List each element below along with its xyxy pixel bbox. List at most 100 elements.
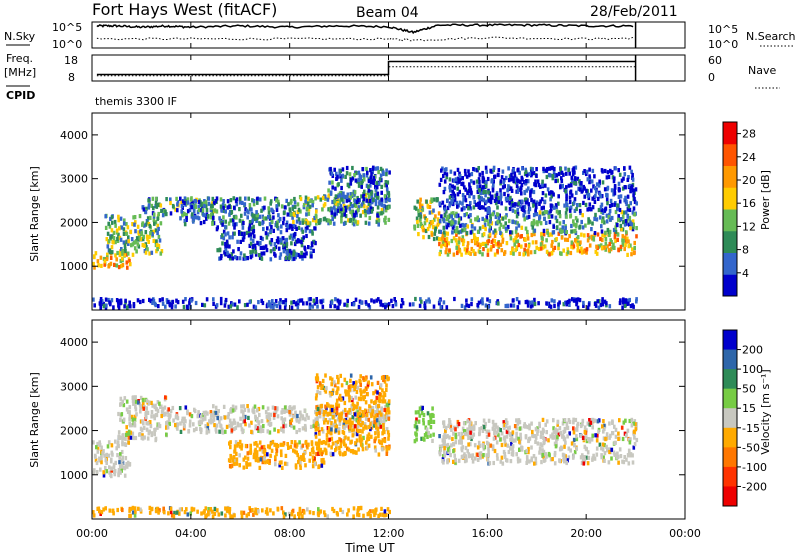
heat-cell	[491, 185, 495, 190]
heat-cell	[221, 203, 225, 208]
heat-cell	[243, 231, 246, 236]
heat-cell	[126, 305, 129, 310]
heat-cell	[336, 298, 340, 303]
heat-cell	[371, 406, 375, 411]
heat-cell	[476, 457, 480, 462]
heat-cell	[422, 235, 425, 240]
heat-cell	[515, 418, 518, 423]
heat-cell	[445, 236, 449, 241]
heat-cell	[146, 410, 150, 415]
heat-cell	[360, 180, 364, 185]
heat-cell	[583, 233, 586, 238]
heat-cell	[441, 459, 444, 464]
heat-cell	[205, 430, 209, 435]
heat-cell	[576, 305, 580, 310]
heat-cell	[199, 414, 203, 419]
heat-cell	[453, 185, 456, 190]
heat-cell	[324, 418, 328, 423]
heat-cell	[493, 198, 497, 203]
heat-cell	[602, 419, 605, 424]
heat-cell	[530, 169, 533, 174]
heat-cell	[378, 177, 382, 182]
heat-cell	[305, 443, 309, 448]
heat-cell	[540, 197, 544, 202]
heat-cell	[243, 211, 247, 216]
heat-cell	[145, 406, 148, 411]
heat-cell	[117, 303, 120, 308]
heat-cell	[489, 213, 492, 218]
heat-cell	[186, 200, 190, 205]
heat-cell	[355, 389, 359, 394]
heat-cell	[546, 187, 550, 192]
heat-cell	[344, 443, 347, 448]
heat-cell	[358, 417, 362, 422]
heat-cell	[171, 299, 175, 304]
heat-cell	[505, 423, 508, 429]
heat-cell	[212, 414, 215, 419]
heat-cell	[527, 202, 531, 207]
heat-cell	[586, 461, 590, 466]
heat-cell	[581, 435, 585, 440]
heat-cell	[205, 216, 208, 221]
heat-cell	[149, 231, 152, 236]
heat-cell	[523, 190, 527, 196]
heat-cell	[579, 240, 582, 245]
heat-cell	[315, 393, 318, 398]
heat-cell	[555, 209, 559, 214]
heat-cell	[572, 229, 575, 234]
heat-cell	[516, 456, 520, 461]
heat-cell	[130, 237, 134, 242]
heat-cell	[450, 211, 453, 216]
heat-cell	[210, 215, 213, 220]
heat-cell	[330, 377, 334, 382]
heat-cell	[400, 304, 403, 309]
heat-cell	[298, 254, 302, 259]
heat-cell	[297, 207, 301, 212]
heat-cell	[443, 170, 447, 176]
heat-cell	[134, 229, 137, 234]
heat-cell	[553, 435, 556, 440]
heat-cell	[552, 192, 555, 197]
heat-cell	[507, 166, 510, 171]
heat-cell	[573, 176, 577, 181]
heat-cell	[517, 436, 520, 441]
heat-cell	[482, 198, 486, 203]
heat-cell	[625, 457, 628, 462]
heat-cell	[224, 209, 227, 214]
freq-series-1	[96, 66, 636, 77]
heat-cell	[228, 418, 232, 423]
heat-cell	[484, 189, 487, 194]
heat-cell	[293, 449, 297, 454]
heat-cell	[125, 399, 129, 404]
heat-cell	[217, 409, 220, 414]
heat-cell	[308, 204, 312, 209]
heat-cell	[116, 236, 119, 241]
heat-cell	[631, 172, 634, 178]
heat-cell	[190, 298, 193, 303]
heat-cell	[314, 432, 318, 437]
heat-cell	[375, 195, 379, 200]
heat-cell	[511, 247, 514, 253]
heat-cell	[150, 203, 154, 208]
heat-cell	[525, 173, 529, 178]
heat-cell	[317, 464, 321, 469]
heat-cell	[388, 170, 391, 175]
heat-cell	[536, 428, 540, 434]
heat-cell	[147, 239, 150, 244]
heat-cell	[565, 300, 569, 305]
heat-cell	[339, 174, 342, 179]
heat-cell	[532, 213, 536, 218]
heat-cell	[355, 432, 359, 437]
heat-cell	[273, 412, 276, 418]
heat-cell	[261, 221, 264, 226]
heat-cell	[505, 213, 508, 218]
heat-cell	[183, 510, 187, 515]
noise-right-tick-top: 10^5	[708, 23, 738, 36]
heat-cell	[429, 417, 432, 422]
heat-cell	[127, 435, 131, 440]
heat-cell	[626, 298, 629, 303]
heat-cell	[336, 439, 340, 445]
heat-cell	[326, 429, 330, 435]
heat-cell	[125, 231, 129, 236]
heat-cell	[338, 193, 342, 198]
